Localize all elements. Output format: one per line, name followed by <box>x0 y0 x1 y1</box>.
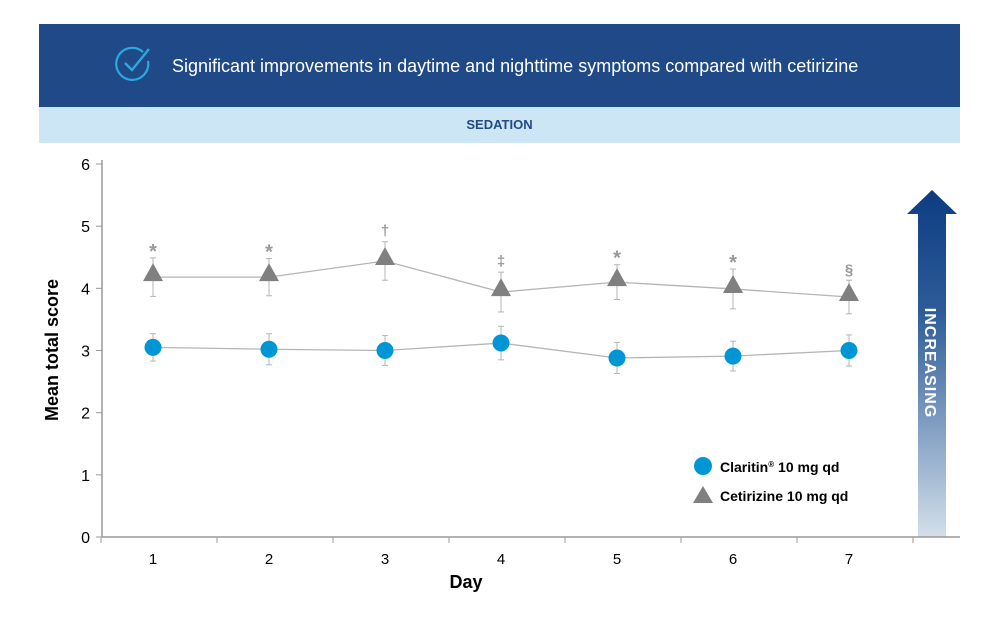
data-point-cetirizine <box>259 263 279 282</box>
significance-marker: * <box>265 241 273 263</box>
data-point-claritin <box>724 347 742 365</box>
y-tick-label: 2 <box>81 406 90 423</box>
x-tick-label: 6 <box>729 551 737 568</box>
significance-marker: ‡ <box>497 253 505 270</box>
y-tick-label: 1 <box>81 468 90 485</box>
data-point-claritin <box>144 338 162 356</box>
y-tick-label: 3 <box>81 344 90 361</box>
x-axis-label: Day <box>449 572 482 592</box>
significance-marker: * <box>149 241 157 263</box>
header-title: Significant improvements in daytime and … <box>172 56 859 76</box>
legend: Claritin® 10 mg qd Cetirizine 10 mg qd <box>693 457 848 504</box>
x-tick-label: 2 <box>265 551 273 568</box>
y-tick-label: 0 <box>81 530 90 547</box>
y-tick-label: 5 <box>81 219 90 236</box>
data-point-cetirizine <box>723 274 743 293</box>
data-point-cetirizine <box>607 268 627 287</box>
significance-marker: § <box>845 261 853 278</box>
x-tick-label: 3 <box>381 551 389 568</box>
legend-marker-cetirizine <box>693 486 713 503</box>
increasing-arrow <box>907 190 957 537</box>
x-tick-label: 5 <box>613 551 621 568</box>
check-circle-icon <box>115 46 150 81</box>
x-tick-label: 7 <box>845 551 853 568</box>
y-tick-label: 6 <box>81 157 90 174</box>
significance-marker: * <box>613 248 621 270</box>
data-point-cetirizine <box>143 263 163 282</box>
data-point-cetirizine <box>839 283 859 302</box>
legend-label-cetirizine: Cetirizine 10 mg qd <box>720 488 848 504</box>
header-banner: Significant improvements in daytime and … <box>39 24 960 107</box>
arrow-label: INCREASING <box>921 308 938 418</box>
y-axis-label: Mean total score <box>42 279 62 421</box>
data-point-claritin <box>260 340 278 358</box>
data-point-claritin <box>492 334 510 352</box>
significance-marker: * <box>729 252 737 274</box>
data-point-cetirizine <box>375 246 395 265</box>
data-point-cetirizine <box>491 278 511 297</box>
chart-subtitle: SEDATION <box>39 107 960 143</box>
data-point-claritin <box>376 342 394 359</box>
y-tick-label: 4 <box>81 281 90 298</box>
legend-label-claritin: Claritin® 10 mg qd <box>720 459 840 475</box>
x-tick-label: 1 <box>149 551 157 568</box>
significance-marker: † <box>381 223 389 240</box>
data-point-claritin <box>840 342 858 359</box>
x-tick-label: 4 <box>497 551 505 568</box>
data-point-claritin <box>608 349 626 367</box>
legend-marker-claritin <box>694 457 712 475</box>
